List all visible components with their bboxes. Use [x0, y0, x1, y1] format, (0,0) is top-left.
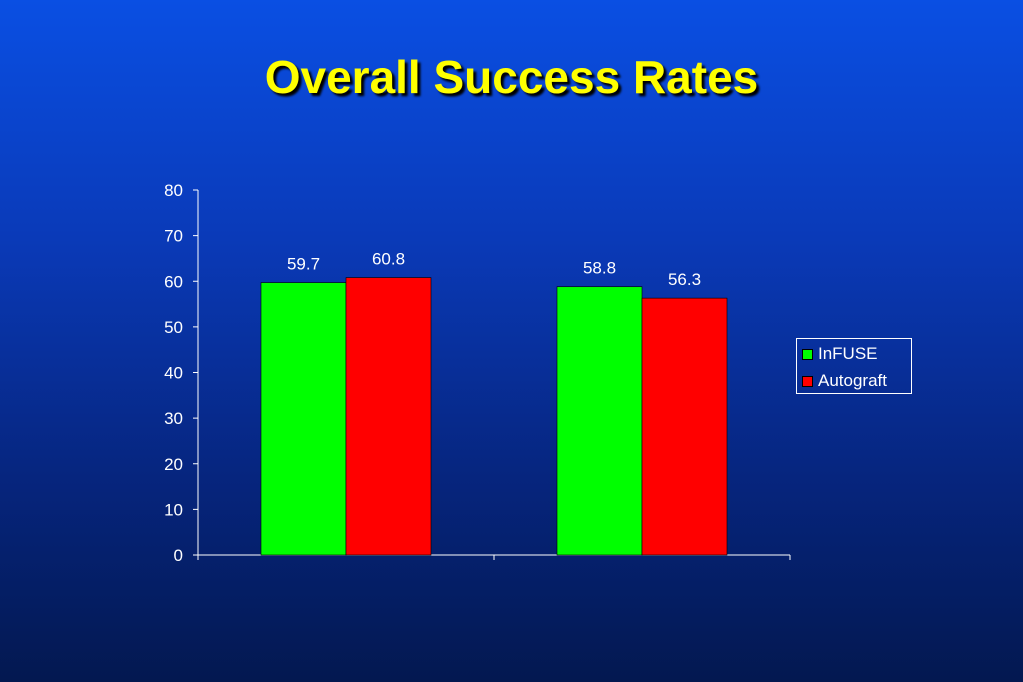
y-tick-label: 40	[164, 364, 183, 383]
legend-label-autograft: Autograft	[818, 371, 887, 390]
data-label: 59.7	[287, 255, 320, 274]
page-title: Overall Success Rates	[264, 51, 759, 103]
bar-infuse-1	[260, 282, 347, 556]
y-tick-label: 50	[164, 318, 183, 337]
chart-legend: InFUSE Autograft	[796, 338, 912, 394]
y-tick-label: 20	[164, 455, 183, 474]
data-label: 58.8	[583, 259, 616, 278]
legend-label-infuse: InFUSE	[818, 344, 878, 363]
bar-infuse-2	[556, 286, 643, 556]
legend-item-infuse: InFUSE	[802, 344, 878, 364]
bar-autograft-2	[641, 297, 728, 556]
data-label: 56.3	[668, 270, 701, 289]
y-tick-label: 0	[174, 546, 183, 565]
bar-autograft-1	[345, 277, 432, 556]
y-tick-label: 70	[164, 227, 183, 246]
legend-item-autograft: Autograft	[802, 371, 887, 391]
y-tick-label: 10	[164, 500, 183, 519]
y-tick-label: 30	[164, 409, 183, 428]
legend-swatch-autograft	[802, 375, 813, 387]
y-tick-label: 60	[164, 272, 183, 291]
y-tick-label: 80	[164, 181, 183, 200]
legend-swatch-infuse	[802, 348, 813, 360]
data-label: 60.8	[372, 250, 405, 269]
